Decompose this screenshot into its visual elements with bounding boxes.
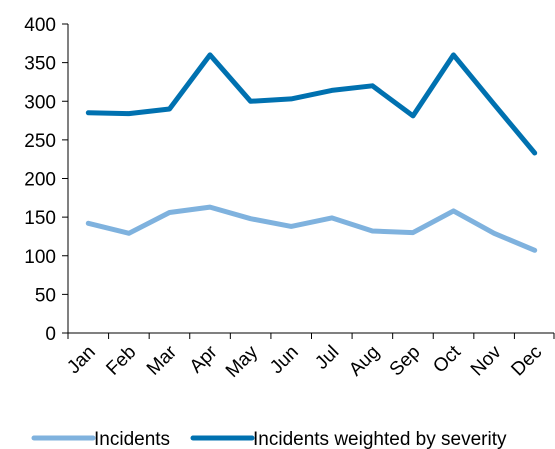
x-tick-label: Dec (507, 342, 546, 381)
x-tick-label: Feb (102, 342, 140, 380)
y-tick-label: 400 (24, 15, 56, 36)
x-tick-label: Oct (429, 341, 465, 377)
y-tick-label: 50 (35, 285, 56, 306)
x-tick-label: Aug (345, 342, 384, 381)
y-tick-label: 0 (45, 324, 56, 345)
x-tick-label: Jun (266, 342, 303, 379)
legend-label-0: Incidents (94, 429, 170, 449)
x-tick-label: Mar (143, 341, 181, 379)
legend: Incidents Incidents weighted by severity (31, 429, 507, 449)
y-tick-label: 100 (24, 247, 56, 268)
legend-label-1: Incidents weighted by severity (253, 429, 507, 449)
y-tick-label: 250 (24, 131, 56, 152)
x-tick-label: Jul (311, 342, 343, 374)
y-tick-label: 300 (24, 92, 56, 113)
x-tick-label: Apr (186, 341, 222, 377)
y-tick-label: 350 (24, 54, 56, 75)
x-tick-label: Nov (467, 341, 506, 380)
x-tick-label: Jan (63, 342, 100, 379)
y-tick-label: 200 (24, 170, 56, 191)
y-axis: 0 50 100 150 200 250 300 350 400 (24, 15, 69, 345)
series-line-1 (85, 52, 538, 156)
x-tick-label: Sep (386, 342, 425, 381)
series-layer (85, 52, 538, 253)
series-line-0 (85, 204, 538, 253)
x-axis: Jan Feb Mar Apr May Jun Jul Aug Sep Oct Nov Dec (63, 332, 555, 382)
y-tick-label: 150 (24, 208, 56, 229)
x-tick-label: May (222, 341, 263, 382)
